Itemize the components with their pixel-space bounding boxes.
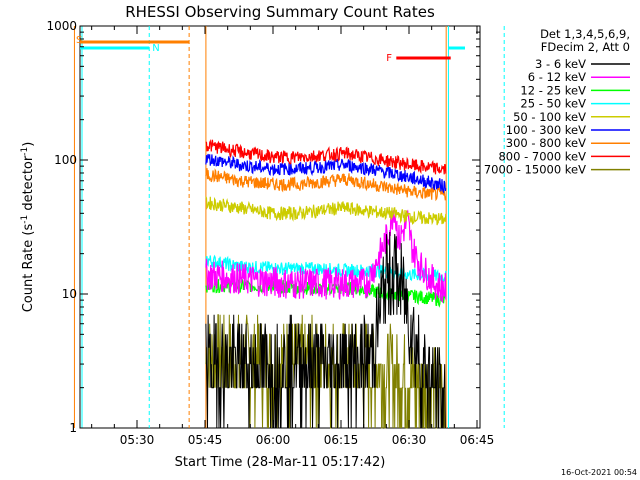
annotation-s: S [76,35,82,46]
series-line-4 [205,196,447,226]
y-tick-label-2: 100 [54,153,77,167]
y-tick-label-3: 1000 [46,19,77,33]
x-axis-label: Start Time (28-Mar-11 05:17:42) [175,455,386,470]
axis-ticks: 1 10 100 1000 05:30 05:45 06:00 06:15 06:30 06:45 [46,19,494,447]
legend-label-5: 100 - 300 keV [506,123,586,137]
x-tick-label-1: 05:45 [188,433,223,447]
annotation-f: F [386,53,392,64]
y-tick-label-1: 10 [62,287,77,301]
series-line-1 [205,209,447,303]
x-tick-label-5: 06:45 [460,433,495,447]
series-line-7 [205,138,447,175]
annotation-n: N [152,43,159,54]
legend-label-1: 6 - 12 keV [528,70,586,84]
x-tick-label-2: 06:00 [256,433,291,447]
generated-timestamp: 16-Oct-2021 00:54 [561,468,637,477]
x-tick-label-4: 06:30 [392,433,427,447]
y-axis-label-mid: detector [21,155,36,215]
legend-label-8: 7000 - 15000 keV [484,163,586,177]
x-tick-label-3: 06:15 [324,433,359,447]
series-line-0 [205,231,446,429]
x-tick-label-0: 05:30 [120,433,155,447]
y-axis-label: Count Rate (s-1 detector-1) [20,142,36,313]
y-tick-label-0: 1 [69,421,77,435]
legend-label-3: 25 - 50 keV [520,97,586,111]
legend-label-0: 3 - 6 keV [535,57,586,71]
y-axis-label-sup1: -1 [20,215,30,224]
legend: Det 1,3,4,5,6,9, FDecim 2, Att 0 3 - 6 k… [484,27,630,177]
series-line-5 [205,153,447,195]
legend-label-4: 50 - 100 keV [513,110,586,124]
legend-header-2: FDecim 2, Att 0 [541,40,630,54]
legend-label-2: 12 - 25 keV [520,83,586,97]
legend-label-7: 800 - 7000 keV [498,149,586,163]
series-line-6 [205,168,447,202]
legend-header-1: Det 1,3,4,5,6,9, [540,27,630,41]
svg-text:Count Rate (s-1 detector-1): Count Rate (s-1 detector-1) [20,142,36,313]
y-axis-label-main: Count Rate (s [21,224,36,313]
y-axis-label-end: ) [21,142,36,147]
chart-title: RHESSI Observing Summary Count Rates [125,3,435,21]
plot-marks: S N F [73,26,505,429]
legend-label-6: 300 - 800 keV [506,136,586,150]
y-axis-label-sup2: -1 [20,147,30,156]
